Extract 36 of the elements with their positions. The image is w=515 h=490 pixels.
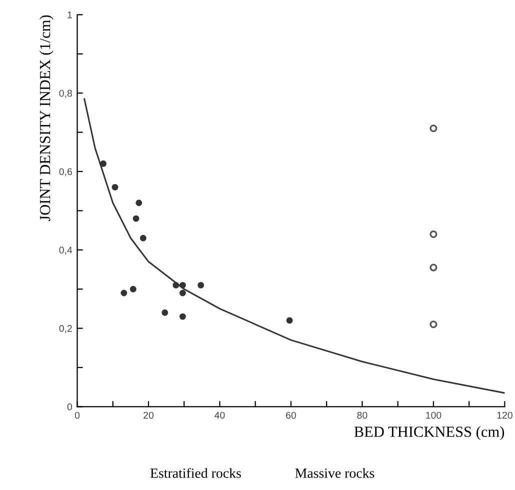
point <box>198 282 204 288</box>
y-tick-label: 0,6 <box>59 168 72 176</box>
point <box>140 234 146 242</box>
y-tick-label: 0,4 <box>59 246 72 255</box>
point <box>179 290 186 296</box>
x-tick-label: 100 <box>426 412 442 419</box>
point <box>162 309 168 316</box>
point <box>286 317 293 324</box>
y-tick-label: 0 <box>67 403 72 410</box>
point <box>130 286 136 292</box>
x-tick-label: 40 <box>214 412 225 419</box>
point <box>112 184 118 190</box>
point <box>100 160 106 167</box>
y-tick-label: 1 <box>68 12 72 18</box>
line-series <box>84 98 505 394</box>
point <box>430 230 438 238</box>
x-axis-title: BED THICKNESS (cm) <box>354 426 504 440</box>
text: Massive rocks <box>295 468 374 478</box>
point <box>136 200 142 206</box>
point <box>120 290 128 296</box>
y-tick-label: 0,8 <box>59 90 72 98</box>
point <box>179 282 186 288</box>
x-tick-label: 60 <box>286 412 296 419</box>
x-tick-label: 80 <box>357 412 368 419</box>
y-axis-title: JOINT DENSITY INDEX (1/cm) <box>39 15 54 222</box>
point <box>430 320 438 328</box>
point <box>132 215 140 222</box>
point <box>172 282 180 288</box>
text: Estratified rocks <box>150 468 241 478</box>
x-tick-label: 0 <box>74 412 80 419</box>
point <box>430 264 438 272</box>
x-tick-label: 120 <box>497 412 512 419</box>
x-tick-label: 20 <box>144 412 154 419</box>
point <box>430 124 438 132</box>
y-tick-label: 0,2 <box>59 325 72 334</box>
point <box>179 313 186 320</box>
